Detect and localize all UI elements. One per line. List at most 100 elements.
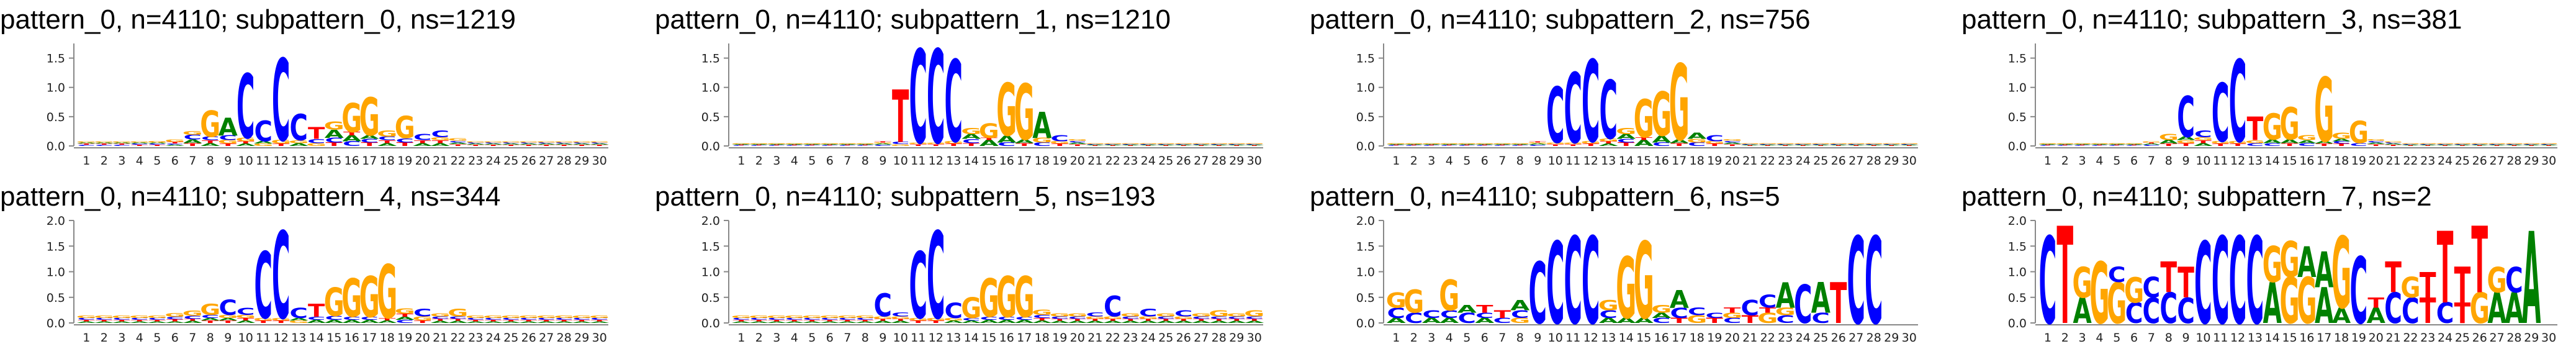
logo-letter-A: A <box>749 321 768 324</box>
logo-letter-T: T <box>220 143 237 147</box>
x-tick-label: 17 <box>362 154 377 168</box>
logo-letter-C: C <box>768 145 786 147</box>
logo-letter-G: G <box>572 314 592 319</box>
x-tick-label: 27 <box>1194 154 1209 168</box>
y-tick-label: 0.5 <box>1356 111 1375 124</box>
logo-letter-G: G <box>76 141 97 143</box>
logo-letter-A: A <box>838 144 857 145</box>
x-tick-label: 15 <box>981 154 996 168</box>
logo-letter-G: G <box>784 314 804 319</box>
logo-letter-C: C <box>1617 138 1635 143</box>
logo-letter-T: T <box>1901 145 1918 147</box>
logo-letter-G: G <box>2073 260 2092 308</box>
logo-letter-A: A <box>448 320 467 324</box>
logo-letter-G: G <box>164 139 185 143</box>
logo-letter-A: A <box>360 319 380 324</box>
x-tick-label: 20 <box>1070 331 1085 345</box>
logo-letter-A: A <box>891 320 910 324</box>
x-tick-label: 1 <box>2044 154 2051 168</box>
logo-letter-C: C <box>2039 145 2057 147</box>
x-tick-label: 18 <box>1690 154 1705 168</box>
logo-letter-C: C <box>361 316 379 321</box>
logo-letter-T: T <box>821 145 839 146</box>
logo-letter-T: T <box>1140 318 1157 321</box>
logo-letter-A: A <box>1634 317 1654 325</box>
logo-letter-C: C <box>201 135 219 141</box>
x-tick-label: 3 <box>773 154 780 168</box>
x-tick-label: 9 <box>1534 331 1541 345</box>
logo-letter-A: A <box>502 321 521 324</box>
logo-letter-C: C <box>750 145 768 147</box>
logo-letter-T: T <box>892 75 909 159</box>
logo-letter-A: A <box>554 321 574 324</box>
logo-letter-C: C <box>236 306 254 317</box>
logo-letter-G: G <box>767 314 787 319</box>
x-tick-label: 28 <box>1212 331 1227 345</box>
x-tick-label: 29 <box>574 331 589 345</box>
logo-letter-T: T <box>1052 318 1069 321</box>
logo-letter-T: T <box>2385 254 2402 302</box>
logo-letter-C: C <box>1865 144 1883 145</box>
x-tick-label: 17 <box>1672 331 1687 345</box>
logo-letter-C: C <box>1387 305 1405 321</box>
logo-letter-T: T <box>2230 143 2246 147</box>
logo-letter-G: G <box>395 110 415 146</box>
logo-letter-G: G <box>1687 138 1707 143</box>
logo-letter-A: A <box>1068 142 1087 145</box>
logo-letter-G: G <box>802 143 822 145</box>
x-tick-label: 12 <box>2230 154 2245 168</box>
logo-letter-C: C <box>2350 142 2368 147</box>
logo-letter-C: C <box>1688 142 1706 147</box>
logo-letter-C: C <box>2212 66 2230 161</box>
x-tick-label: 20 <box>415 331 430 345</box>
x-tick-label: 17 <box>362 331 377 345</box>
logo-letter-A: A <box>342 134 361 143</box>
logo-letter-C: C <box>1086 144 1104 145</box>
logo-letter-C: C <box>874 287 892 324</box>
logo-letter-C: C <box>1157 144 1175 145</box>
logo-letter-G: G <box>235 314 256 319</box>
x-tick-label: 29 <box>1884 331 1899 345</box>
logo-letter-A: A <box>1015 138 1035 144</box>
x-tick-label: 30 <box>1247 331 1262 345</box>
logo-letter-T: T <box>2177 142 2194 147</box>
x-tick-label: 5 <box>153 154 161 168</box>
panel-title: pattern_0, n=4110; subpattern_1, ns=1210 <box>655 4 1171 35</box>
logo-letter-T: T <box>768 145 786 146</box>
logo-letter-C: C <box>856 145 874 147</box>
logo-letter-A: A <box>77 142 96 144</box>
logo-letter-C: C <box>821 145 839 147</box>
logo-letter-A: A <box>1670 138 1690 144</box>
logo-letter-T: T <box>2471 216 2488 314</box>
logo-letter-G: G <box>2314 59 2334 162</box>
y-tick-label: 1.0 <box>2008 81 2027 95</box>
x-tick-label: 26 <box>1176 154 1191 168</box>
logo-letter-C: C <box>1652 142 1670 147</box>
logo-letter-G: G <box>855 314 875 319</box>
x-tick-label: 6 <box>826 154 834 168</box>
logo-letter-T: T <box>875 141 892 143</box>
logo-letter-G: G <box>235 137 256 142</box>
logo-letter-C: C <box>1847 144 1865 145</box>
x-tick-label: 27 <box>1849 154 1863 168</box>
logo-letter-G: G <box>253 317 274 322</box>
x-tick-label: 26 <box>2472 331 2487 345</box>
x-tick-label: 24 <box>486 331 501 345</box>
x-tick-label: 15 <box>981 331 996 345</box>
x-tick-label: 21 <box>1742 331 1757 345</box>
x-tick-label: 27 <box>539 331 554 345</box>
logo-letter-C: C <box>732 145 750 147</box>
x-tick-label: 13 <box>1601 331 1616 345</box>
logo-letter-T: T <box>2454 145 2471 147</box>
logo-letter-T: T <box>1848 145 1865 147</box>
x-tick-label: 15 <box>2282 154 2297 168</box>
x-tick-label: 14 <box>1619 331 1634 345</box>
logo-letter-T: T <box>1069 318 1086 321</box>
logo-letter-G: G <box>996 265 1017 330</box>
x-tick-label: 15 <box>2282 331 2297 345</box>
logo-letter-C: C <box>272 39 290 166</box>
logo-letter-T: T <box>2420 145 2436 147</box>
logo-letter-G: G <box>147 140 168 143</box>
logo-letter-A: A <box>803 144 822 145</box>
logo-letter-G: G <box>2124 143 2144 145</box>
